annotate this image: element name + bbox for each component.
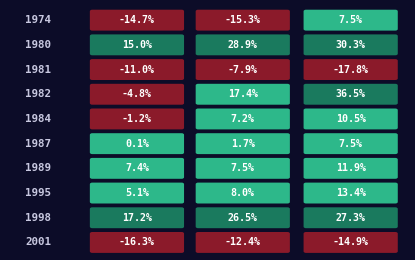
- Text: 17.4%: 17.4%: [228, 89, 258, 99]
- Text: 36.5%: 36.5%: [336, 89, 366, 99]
- Text: -15.3%: -15.3%: [225, 15, 261, 25]
- FancyBboxPatch shape: [196, 207, 290, 228]
- FancyBboxPatch shape: [90, 59, 184, 80]
- FancyBboxPatch shape: [196, 59, 290, 80]
- FancyBboxPatch shape: [303, 232, 398, 253]
- Text: 13.4%: 13.4%: [336, 188, 366, 198]
- FancyBboxPatch shape: [196, 10, 290, 31]
- Text: 11.9%: 11.9%: [336, 163, 366, 173]
- Text: 1989: 1989: [25, 163, 51, 173]
- Text: 27.3%: 27.3%: [336, 213, 366, 223]
- FancyBboxPatch shape: [196, 108, 290, 129]
- Text: -11.0%: -11.0%: [119, 64, 155, 75]
- FancyBboxPatch shape: [303, 84, 398, 105]
- Text: 1.7%: 1.7%: [231, 139, 255, 149]
- Text: 7.2%: 7.2%: [231, 114, 255, 124]
- FancyBboxPatch shape: [303, 59, 398, 80]
- Text: -4.8%: -4.8%: [122, 89, 152, 99]
- FancyBboxPatch shape: [196, 133, 290, 154]
- Text: -12.4%: -12.4%: [225, 237, 261, 248]
- FancyBboxPatch shape: [196, 34, 290, 55]
- FancyBboxPatch shape: [90, 207, 184, 228]
- Text: 1980: 1980: [25, 40, 51, 50]
- Text: 26.5%: 26.5%: [228, 213, 258, 223]
- FancyBboxPatch shape: [196, 158, 290, 179]
- FancyBboxPatch shape: [196, 84, 290, 105]
- Text: 2001: 2001: [25, 237, 51, 248]
- Text: 5.1%: 5.1%: [125, 188, 149, 198]
- Text: 0.1%: 0.1%: [125, 139, 149, 149]
- Text: -14.7%: -14.7%: [119, 15, 155, 25]
- Text: 17.2%: 17.2%: [122, 213, 152, 223]
- Text: 10.5%: 10.5%: [336, 114, 366, 124]
- Text: -1.2%: -1.2%: [122, 114, 152, 124]
- FancyBboxPatch shape: [90, 108, 184, 129]
- Text: 1982: 1982: [25, 89, 51, 99]
- Text: 1987: 1987: [25, 139, 51, 149]
- FancyBboxPatch shape: [196, 183, 290, 204]
- FancyBboxPatch shape: [303, 133, 398, 154]
- Text: 7.5%: 7.5%: [231, 163, 255, 173]
- Text: 8.0%: 8.0%: [231, 188, 255, 198]
- Text: 7.5%: 7.5%: [339, 139, 363, 149]
- Text: 7.5%: 7.5%: [339, 15, 363, 25]
- FancyBboxPatch shape: [90, 133, 184, 154]
- FancyBboxPatch shape: [90, 10, 184, 31]
- Text: 1981: 1981: [25, 64, 51, 75]
- Text: 15.0%: 15.0%: [122, 40, 152, 50]
- Text: 28.9%: 28.9%: [228, 40, 258, 50]
- FancyBboxPatch shape: [303, 158, 398, 179]
- Text: 1995: 1995: [25, 188, 51, 198]
- FancyBboxPatch shape: [303, 183, 398, 204]
- FancyBboxPatch shape: [90, 158, 184, 179]
- Text: 7.4%: 7.4%: [125, 163, 149, 173]
- Text: -7.9%: -7.9%: [228, 64, 258, 75]
- Text: -14.9%: -14.9%: [333, 237, 369, 248]
- FancyBboxPatch shape: [196, 232, 290, 253]
- FancyBboxPatch shape: [90, 34, 184, 55]
- FancyBboxPatch shape: [90, 232, 184, 253]
- Text: -17.8%: -17.8%: [333, 64, 369, 75]
- FancyBboxPatch shape: [303, 207, 398, 228]
- FancyBboxPatch shape: [90, 84, 184, 105]
- Text: 1984: 1984: [25, 114, 51, 124]
- FancyBboxPatch shape: [90, 183, 184, 204]
- Text: -16.3%: -16.3%: [119, 237, 155, 248]
- FancyBboxPatch shape: [303, 108, 398, 129]
- Text: 1974: 1974: [25, 15, 51, 25]
- Text: 30.3%: 30.3%: [336, 40, 366, 50]
- FancyBboxPatch shape: [303, 10, 398, 31]
- FancyBboxPatch shape: [303, 34, 398, 55]
- Text: 1998: 1998: [25, 213, 51, 223]
